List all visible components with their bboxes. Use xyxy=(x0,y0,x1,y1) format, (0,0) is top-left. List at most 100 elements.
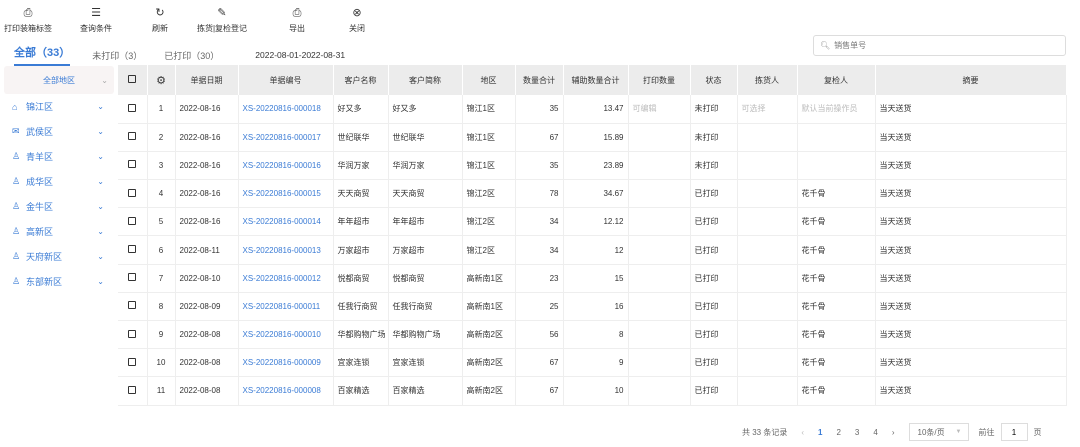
toolbar-button-5[interactable]: ⊗ 关闭 xyxy=(349,6,365,34)
table-cell: 2022-08-11 xyxy=(175,235,239,265)
region-select[interactable]: 全部地区 ⌄ xyxy=(4,66,114,94)
table-cell: 已打印 xyxy=(690,264,738,293)
sidebar-item-2[interactable]: ♙ 青羊区 ⌄ xyxy=(4,144,114,169)
table-cell: 16 xyxy=(563,292,629,322)
table-cell[interactable]: XS-20220816-000014 xyxy=(238,207,334,237)
chevron-down-icon[interactable]: ⌄ xyxy=(97,127,104,136)
toolbar-button-1[interactable]: ☰ 查询条件 xyxy=(80,6,112,34)
table-cell[interactable]: XS-20220816-000013 xyxy=(238,235,334,265)
checker-select[interactable]: 默认当前操作员 xyxy=(797,95,876,124)
table-cell[interactable]: XS-20220816-000015 xyxy=(238,179,334,209)
tab-unprinted[interactable]: 未打印（3） xyxy=(92,50,143,61)
table-cell: 高新南2区 xyxy=(462,376,516,406)
row-checkbox[interactable] xyxy=(118,348,148,378)
table-cell[interactable]: XS-20220816-000009 xyxy=(238,348,334,378)
search-box[interactable]: 🔍︎ xyxy=(813,35,1066,56)
table-row[interactable]: 11 2022-08-08 XS-20220816-000008 百家精选 百家精选 高新… xyxy=(118,376,1067,406)
chevron-down-icon[interactable]: ⌄ xyxy=(97,177,104,186)
table-row[interactable]: 6 2022-08-11 XS-20220816-000013 万家超市 万家超市 锦江2… xyxy=(118,235,1067,265)
table-cell[interactable]: XS-20220816-000017 xyxy=(238,123,334,152)
row-checkbox[interactable] xyxy=(118,207,148,237)
sidebar-item-0[interactable]: ⌂ 锦江区 ⌄ xyxy=(4,94,114,119)
table-cell[interactable]: XS-20220816-000018 xyxy=(238,95,334,124)
chevron-down-icon[interactable]: ⌄ xyxy=(97,227,104,236)
table-cell: 锦江1区 xyxy=(462,95,516,124)
chevron-down-icon[interactable]: ⌄ xyxy=(97,102,104,111)
table-cell: 天天商贸 xyxy=(388,179,463,209)
orders-table: ⚙ 单据日期 单据编号 客户名称 客户简称 地区 数量合计 辅助数量合计 打印数量 状态 拣货人 复检… xyxy=(118,65,1067,406)
table-cell xyxy=(737,320,798,350)
table-cell: 宜家连锁 xyxy=(388,348,463,378)
toolbar-button-4[interactable]: ⎙ 导出 xyxy=(289,6,305,34)
row-checkbox[interactable] xyxy=(118,123,148,152)
table-cell: 15.89 xyxy=(563,123,629,152)
row-checkbox[interactable] xyxy=(118,292,148,322)
table-cell: 8 xyxy=(563,320,629,350)
table-row[interactable]: 10 2022-08-08 XS-20220816-000009 宜家连锁 宜家连锁 高新… xyxy=(118,348,1067,378)
table-cell: 6 xyxy=(147,235,176,265)
picker-select[interactable]: 可选择 xyxy=(737,95,798,124)
table-row[interactable]: 1 2022-08-16 XS-20220816-000018 好又多 好又多 锦江1区 3… xyxy=(118,95,1067,124)
chevron-down-icon[interactable]: ⌄ xyxy=(97,277,104,286)
table-cell[interactable]: XS-20220816-000011 xyxy=(238,292,334,322)
row-checkbox[interactable] xyxy=(118,320,148,350)
table-cell: 67 xyxy=(515,123,564,152)
row-checkbox[interactable] xyxy=(118,264,148,293)
row-checkbox[interactable] xyxy=(118,95,148,124)
table-cell: 3 xyxy=(147,151,176,181)
row-checkbox[interactable] xyxy=(118,376,148,406)
table-cell: 花千骨 xyxy=(797,348,876,378)
sidebar-item-3[interactable]: ♙ 成华区 ⌄ xyxy=(4,169,114,194)
printer-icon: ⎙ xyxy=(292,7,302,19)
row-checkbox[interactable] xyxy=(118,235,148,265)
print-qty-input[interactable]: 可编辑 xyxy=(628,95,691,124)
chevron-down-icon[interactable]: ⌄ xyxy=(97,252,104,261)
goto-page-input[interactable] xyxy=(1000,423,1028,441)
prev-page-icon[interactable]: ‹ xyxy=(801,427,805,437)
table-cell: 13.47 xyxy=(563,95,629,124)
row-checkbox[interactable] xyxy=(118,151,148,181)
total-records: 共 33 条记录 xyxy=(742,427,788,437)
table-cell: 未打印 xyxy=(690,151,738,181)
toolbar-button-0[interactable]: ⎙ 打印装箱标签 xyxy=(4,6,52,34)
date-range[interactable]: 2022-08-01-2022-08-31 xyxy=(255,50,346,60)
chevron-down-icon[interactable]: ⌄ xyxy=(97,202,104,211)
sidebar-item-4[interactable]: ♙ 金牛区 ⌄ xyxy=(4,194,114,219)
table-cell: 15 xyxy=(563,264,629,293)
table-row[interactable]: 7 2022-08-10 XS-20220816-000012 悦都商贸 悦都商贸 高新南… xyxy=(118,264,1067,293)
table-row[interactable]: 8 2022-08-09 XS-20220816-000011 任我行商贸 任我行商贸高… xyxy=(118,292,1067,322)
page-size-select[interactable]: 10条/页 ▼ xyxy=(908,423,969,441)
table-row[interactable]: 3 2022-08-16 XS-20220816-000016 华润万家 华润万家 锦江1… xyxy=(118,151,1067,181)
table-cell: 23.89 xyxy=(563,151,629,181)
tab-all[interactable]: 全部（33） xyxy=(14,44,71,66)
table-row[interactable]: 5 2022-08-16 XS-20220816-000014 年年超市 年年超市 锦江2… xyxy=(118,207,1067,237)
column-settings-icon[interactable]: ⚙ xyxy=(147,65,176,95)
next-page-icon[interactable]: › xyxy=(891,427,895,437)
sidebar-item-6[interactable]: ♙ 天府新区 ⌄ xyxy=(4,244,114,269)
sidebar-item-1[interactable]: ✉ 武侯区 ⌄ xyxy=(4,119,114,144)
page-3[interactable]: 3 xyxy=(854,427,860,437)
page-4[interactable]: 4 xyxy=(873,427,878,437)
toolbar-button-2[interactable]: ↻ 刷新 xyxy=(152,6,168,34)
select-all-checkbox[interactable] xyxy=(118,65,148,95)
table-cell[interactable]: XS-20220816-000010 xyxy=(238,320,334,350)
table-cell[interactable]: XS-20220816-000012 xyxy=(238,264,334,293)
search-input[interactable] xyxy=(834,41,1035,50)
table-cell: 已打印 xyxy=(690,320,738,350)
table-cell[interactable]: XS-20220816-000016 xyxy=(238,151,334,181)
table-row[interactable]: 4 2022-08-16 XS-20220816-000015 天天商贸 天天商贸 锦江2… xyxy=(118,179,1067,209)
table-cell: 7 xyxy=(147,264,176,293)
chevron-down-icon[interactable]: ⌄ xyxy=(97,152,104,161)
sidebar-item-7[interactable]: ♙ 东部新区 ⌄ xyxy=(4,269,114,294)
table-cell[interactable]: XS-20220816-000008 xyxy=(238,376,334,406)
page-1[interactable]: 1 xyxy=(818,427,823,437)
table-row[interactable]: 9 2022-08-08 XS-20220816-000010 华都购物广场 华都购物广… xyxy=(118,320,1067,350)
row-checkbox[interactable] xyxy=(118,179,148,209)
tab-printed[interactable]: 已打印（30） xyxy=(164,50,220,61)
page-2[interactable]: 2 xyxy=(836,427,841,437)
printer-icon: ⎙ xyxy=(23,7,33,19)
table-row[interactable]: 2 2022-08-16 XS-20220816-000017 世纪联华 世纪联华 锦江1… xyxy=(118,123,1067,152)
toolbar-button-3[interactable]: ✎ 拣货|复检登记 xyxy=(197,6,247,34)
table-cell: 11 xyxy=(147,376,176,406)
sidebar-item-5[interactable]: ♙ 高新区 ⌄ xyxy=(4,219,114,244)
